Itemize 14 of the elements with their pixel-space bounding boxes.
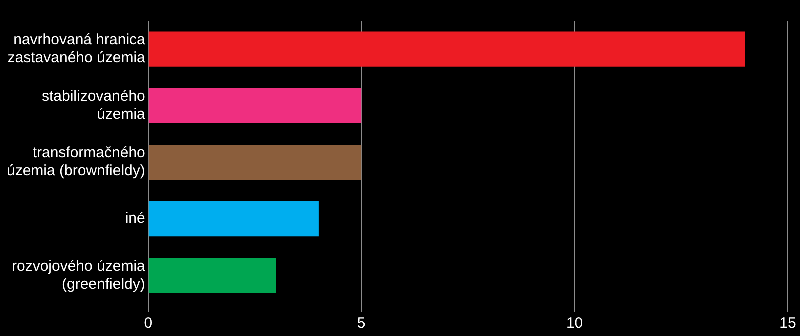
x-tick-label: 10 [566, 315, 584, 332]
bar [148, 88, 362, 124]
x-tick-label: 15 [780, 315, 796, 332]
x-tick-label: 5 [357, 315, 366, 332]
y-tick-label: rozvojového územia (greenfieldy) [12, 258, 146, 293]
bar [148, 32, 746, 67]
x-tick-label: 0 [144, 315, 153, 332]
bar [148, 202, 319, 237]
bar [148, 144, 362, 180]
y-tick-label: navrhovaná hranica zastavaného územia [8, 31, 146, 66]
y-tick-label: transformačného územia (brownfieldy) [6, 144, 146, 180]
y-tick-label: stabilizovaného územia [42, 88, 146, 124]
y-tick-label: iné [125, 210, 146, 228]
bar [148, 258, 276, 294]
